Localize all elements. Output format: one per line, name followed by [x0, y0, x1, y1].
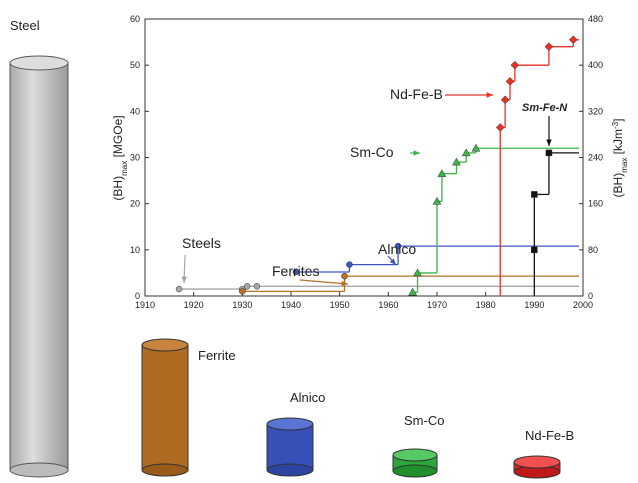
marker: [432, 196, 442, 205]
y-tick-label: 40: [130, 106, 140, 116]
marker: [341, 272, 348, 280]
y2-tick-label: 80: [588, 245, 598, 255]
x-tick-label: 1950: [330, 300, 350, 310]
x-tick-label: 1920: [184, 300, 204, 310]
marker: [253, 283, 261, 290]
arrow-head: [341, 280, 348, 287]
y2-tick-label: 320: [588, 106, 603, 116]
marker: [505, 76, 515, 86]
y2-tick-label: 480: [588, 14, 603, 24]
y-tick-label: 30: [130, 153, 140, 163]
marker: [568, 35, 578, 45]
arrow-head: [181, 276, 187, 283]
arrow-head: [389, 258, 396, 265]
marker: [437, 169, 447, 177]
x-tick-label: 1980: [476, 300, 496, 310]
series-label: Ferrites: [272, 263, 319, 279]
axis-label-part: (BH): [111, 176, 125, 201]
marker: [461, 148, 471, 157]
y2-tick-label: 160: [588, 199, 603, 209]
marker: [545, 149, 553, 157]
marker: [471, 143, 481, 152]
x-tick-label: 1960: [378, 300, 398, 310]
cylinder-label: Ferrite: [198, 348, 236, 363]
cylinder-label: Sm-Co: [404, 413, 444, 428]
marker: [452, 157, 461, 166]
axis-label-part: [kJm: [611, 129, 625, 158]
marker: [239, 288, 246, 295]
y-tick-label: 10: [130, 245, 140, 255]
x-tick-label: 1940: [281, 300, 301, 310]
series-label: Sm-Fe-N: [522, 102, 568, 114]
series-label: Steels: [182, 235, 221, 251]
marker: [394, 242, 402, 250]
marker: [292, 268, 300, 276]
cylinder-label: Steel: [10, 18, 40, 33]
x-tick-label: 1910: [135, 300, 155, 310]
y-tick-label: 20: [130, 199, 140, 209]
plot: 1910 1920 1930 1940 1950 1960 1970 1980 1990 2000…: [111, 14, 629, 310]
marker: [510, 60, 520, 70]
y2-tick-label: 240: [588, 153, 603, 163]
arrow-head: [413, 150, 420, 156]
y-tick-label: 60: [130, 14, 140, 24]
marker: [531, 191, 538, 198]
arrow: [299, 279, 349, 285]
series-label: Sm-Co: [350, 144, 394, 160]
x-tick-label: 1930: [232, 300, 252, 310]
series-label: Nd-Fe-B: [390, 86, 443, 102]
y2-tick-label: 400: [588, 60, 603, 70]
axis-label-part: [MGOe]: [111, 115, 125, 160]
marker: [413, 268, 422, 277]
cylinder-label: Nd-Fe-B: [525, 428, 574, 443]
series-label: Alnico: [378, 241, 416, 257]
marker: [175, 285, 183, 293]
marker: [243, 283, 251, 290]
x-tick-label: 1990: [524, 300, 544, 310]
arrow-head: [546, 139, 552, 146]
y-tick-label: 50: [130, 60, 140, 70]
arrow-head: [486, 92, 493, 98]
cylinder-label: Alnico: [290, 390, 325, 405]
axis-label-part: (BH): [611, 173, 625, 198]
marker: [346, 261, 353, 268]
y-tick-label: 0: [135, 291, 140, 301]
axis-label: (BH)max [MGOe]: [111, 115, 129, 200]
cylinders: [9, 55, 561, 479]
y2-tick-label: 0: [588, 291, 593, 301]
marker: [544, 42, 554, 52]
marker: [408, 287, 418, 296]
axis-label-part: -3: [611, 121, 620, 129]
marker: [531, 246, 538, 254]
axis-label: (BH)max [kJm-3]: [611, 119, 629, 198]
axis-label-part: max: [620, 158, 629, 173]
marker: [500, 95, 510, 105]
axis-label-part: ]: [611, 119, 625, 122]
x-tick-label: 2000: [573, 300, 593, 310]
x-tick-label: 1970: [427, 300, 447, 310]
marker: [495, 123, 505, 132]
axis-label-part: max: [120, 161, 129, 176]
